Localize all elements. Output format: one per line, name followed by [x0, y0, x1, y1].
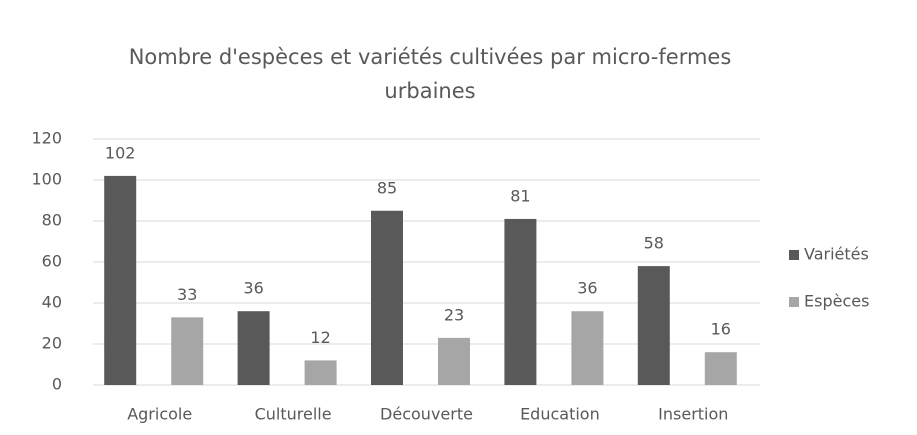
legend-swatch	[789, 297, 799, 307]
legend-swatch	[789, 250, 799, 260]
legend-label: Espèces	[804, 292, 869, 311]
data-label: 81	[510, 186, 530, 205]
bar	[104, 175, 137, 385]
data-label: 58	[644, 234, 664, 253]
x-tick-label: Education	[520, 405, 600, 424]
bar	[504, 218, 537, 385]
y-tick-label: 120	[31, 129, 62, 148]
bar	[304, 360, 337, 385]
x-tick-label: Découverte	[380, 405, 473, 424]
legend-label: Variétés	[804, 245, 869, 264]
data-label: 36	[577, 279, 597, 298]
x-tick-label: Culturelle	[255, 405, 332, 424]
y-tick-label: 80	[42, 211, 62, 230]
bar	[371, 210, 403, 385]
x-tick-label: Insertion	[658, 405, 728, 424]
y-tick-label: 60	[42, 252, 62, 271]
bar	[571, 311, 604, 385]
y-tick-label: 20	[42, 334, 62, 353]
data-label: 16	[711, 320, 731, 339]
x-tick-label: Agricole	[127, 405, 192, 424]
y-tick-label: 100	[31, 170, 62, 189]
data-label: 23	[444, 305, 464, 324]
chart-title: Nombre d'espèces et variétés cultivées p…	[128, 45, 732, 103]
bar	[704, 352, 737, 385]
bar	[171, 317, 204, 385]
data-label: 36	[243, 279, 263, 298]
data-label: 102	[105, 143, 136, 162]
y-tick-label: 0	[52, 375, 62, 394]
bar	[438, 337, 470, 385]
data-label: 85	[377, 178, 397, 197]
bar	[237, 311, 270, 385]
bar	[637, 266, 670, 385]
y-tick-label: 40	[42, 293, 62, 312]
data-label: 12	[310, 328, 330, 347]
data-label: 33	[177, 285, 197, 304]
